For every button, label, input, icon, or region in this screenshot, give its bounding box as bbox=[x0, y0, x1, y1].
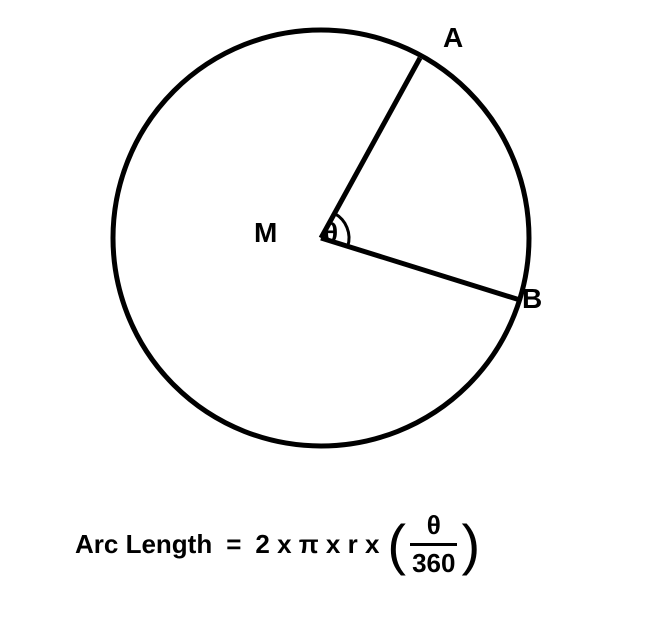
fraction-denominator: 360 bbox=[410, 548, 457, 579]
center-label: M bbox=[254, 217, 277, 249]
right-paren-icon: ) bbox=[461, 517, 480, 573]
formula-fraction-group: ( θ 360 ) bbox=[387, 510, 480, 579]
left-paren-icon: ( bbox=[387, 517, 406, 573]
formula-rhs-text: 2 x π x r x bbox=[255, 529, 379, 560]
fraction-numerator: θ bbox=[421, 510, 447, 541]
formula-lhs: Arc Length bbox=[75, 529, 212, 560]
radius-line-b bbox=[321, 238, 520, 300]
angle-theta-label: θ bbox=[323, 217, 338, 249]
arc-length-formula: Arc Length = 2 x π x r x ( θ 360 ) bbox=[75, 510, 480, 579]
fraction: θ 360 bbox=[410, 510, 457, 579]
point-b-label: B bbox=[522, 283, 542, 315]
formula-equals: = bbox=[226, 529, 241, 560]
arc-diagram: M θ A B bbox=[0, 0, 662, 480]
fraction-bar bbox=[410, 543, 457, 546]
point-a-label: A bbox=[443, 22, 463, 54]
radius-line-a bbox=[321, 58, 420, 238]
